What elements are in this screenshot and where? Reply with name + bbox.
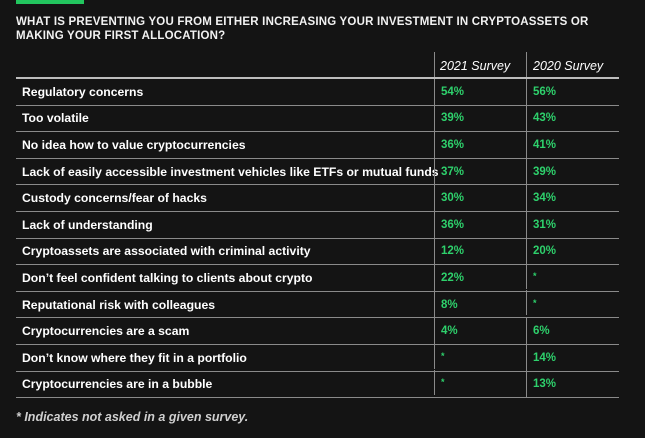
value-2020: 14% xyxy=(526,344,619,371)
row-label: Too volatile xyxy=(22,111,89,126)
table-row: Lack of easily accessible investment veh… xyxy=(16,158,619,186)
value-2020: 13% xyxy=(526,371,619,398)
header-2021-survey: 2021 Survey xyxy=(434,52,526,77)
value-2021: 22% xyxy=(434,265,526,291)
value-2020: 41% xyxy=(526,132,619,158)
row-label: Cryptoassets are associated with crimina… xyxy=(22,244,311,259)
header-2020-survey: 2020 Survey xyxy=(526,52,619,77)
row-label: Don’t know where they fit in a portfolio xyxy=(22,350,247,365)
row-label: Cryptocurrencies are a scam xyxy=(22,324,190,339)
value-2021: 39% xyxy=(434,105,526,132)
table-row: Don’t know where they fit in a portfolio… xyxy=(16,342,619,372)
value-2021: 12% xyxy=(434,238,526,265)
row-label: Cryptocurrencies are in a bubble xyxy=(22,377,213,392)
survey-question: WHAT IS PREVENTING YOU FROM EITHER INCRE… xyxy=(16,16,589,42)
table-row: Cryptocurrencies are a scam 4% 6% xyxy=(16,318,619,345)
table-row: Regulatory concerns 54% 56% xyxy=(16,79,619,106)
row-label: Lack of easily accessible investment veh… xyxy=(22,164,439,179)
value-2021: 30% xyxy=(434,185,526,211)
row-label: Custody concerns/fear of hacks xyxy=(22,191,207,206)
row-label: Regulatory concerns xyxy=(22,84,144,99)
value-2021: * xyxy=(434,342,526,369)
row-label: Lack of understanding xyxy=(22,217,153,232)
value-2020: 31% xyxy=(526,211,619,238)
table-row: Lack of understanding 36% 31% xyxy=(16,211,619,239)
value-2021: 4% xyxy=(434,318,526,344)
value-2021: 54% xyxy=(434,79,526,105)
table-row: No idea how to value cryptocurrencies 36%… xyxy=(16,132,619,159)
value-2021: 36% xyxy=(434,132,526,158)
header-label-cell xyxy=(22,52,434,77)
value-2020: 20% xyxy=(526,238,619,265)
table-row: Don’t feel confident talking to clients … xyxy=(16,263,619,292)
value-2020: * xyxy=(526,289,619,316)
value-2020: 6% xyxy=(526,318,619,344)
row-label: Don’t feel confident talking to clients … xyxy=(22,270,313,285)
value-2020: 34% xyxy=(526,185,619,211)
survey-table: 2021 Survey 2020 Survey Regulatory conce… xyxy=(16,52,619,399)
value-2020: 39% xyxy=(526,158,619,185)
value-2021: 8% xyxy=(434,291,526,318)
table-row: Cryptoassets are associated with crimina… xyxy=(16,238,619,266)
table-row: Too volatile 39% 43% xyxy=(16,105,619,133)
table-row: Custody concerns/fear of hacks 30% 34% xyxy=(16,185,619,212)
value-2020: 43% xyxy=(526,105,619,132)
value-2020: 56% xyxy=(526,79,619,105)
row-label: No idea how to value cryptocurrencies xyxy=(22,137,246,152)
table-row: Cryptocurrencies are in a bubble * 13% xyxy=(16,369,619,399)
footnote: * Indicates not asked in a given survey. xyxy=(16,410,249,424)
value-2021: * xyxy=(434,369,526,396)
value-2021: 37% xyxy=(434,158,526,185)
table-row: Reputational risk with colleagues 8% * xyxy=(16,289,619,319)
value-2021: 36% xyxy=(434,211,526,238)
value-2020: * xyxy=(526,263,619,289)
table-body: Regulatory concerns 54% 56% Too volatile 39%… xyxy=(16,79,619,399)
row-label: Reputational risk with colleagues xyxy=(22,297,216,312)
table-header-row: 2021 Survey 2020 Survey xyxy=(16,52,619,79)
accent-bar xyxy=(16,0,84,4)
